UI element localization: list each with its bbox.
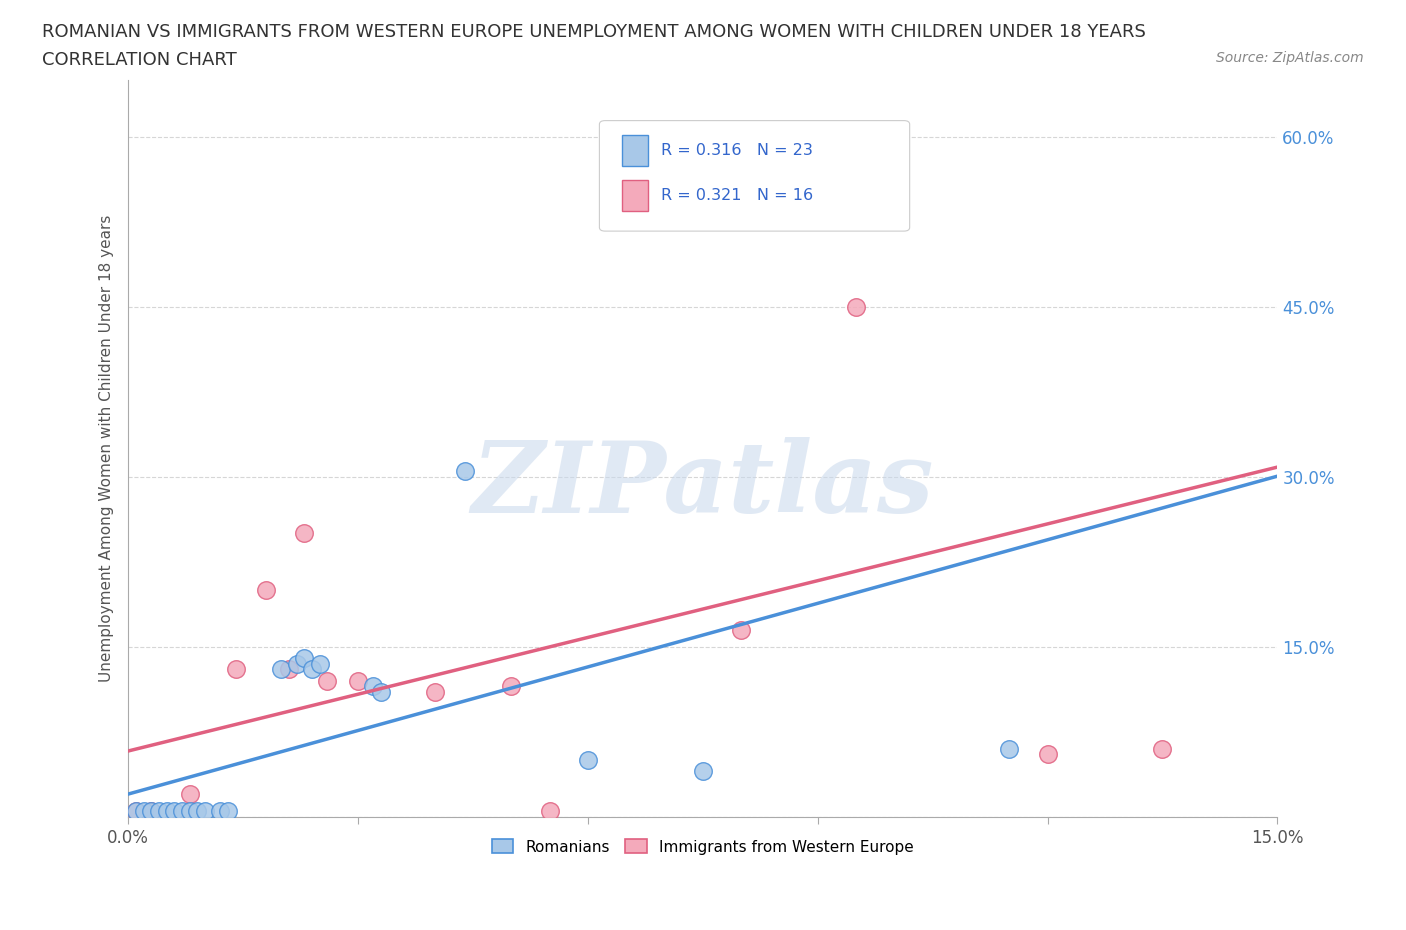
Text: ZIPatlas: ZIPatlas xyxy=(471,437,934,534)
Point xyxy=(132,804,155,818)
Point xyxy=(155,804,177,818)
Y-axis label: Unemployment Among Women with Children Under 18 years: Unemployment Among Women with Children U… xyxy=(100,215,114,682)
Point xyxy=(294,526,316,541)
Point xyxy=(538,804,561,818)
Text: R = 0.321   N = 16: R = 0.321 N = 16 xyxy=(661,188,814,204)
Point xyxy=(501,679,523,694)
Point xyxy=(301,662,323,677)
Point xyxy=(576,752,599,767)
Point xyxy=(294,651,316,666)
Point xyxy=(278,662,301,677)
FancyBboxPatch shape xyxy=(623,180,648,211)
Point xyxy=(730,622,752,637)
Point xyxy=(347,673,370,688)
Point xyxy=(270,662,292,677)
Point xyxy=(692,764,714,778)
Point xyxy=(316,673,339,688)
Point xyxy=(163,804,186,818)
Point xyxy=(179,804,201,818)
Point xyxy=(363,679,385,694)
Point xyxy=(209,804,232,818)
Text: ROMANIAN VS IMMIGRANTS FROM WESTERN EUROPE UNEMPLOYMENT AMONG WOMEN WITH CHILDRE: ROMANIAN VS IMMIGRANTS FROM WESTERN EURO… xyxy=(42,23,1146,41)
FancyBboxPatch shape xyxy=(623,136,648,166)
Point xyxy=(148,804,170,818)
Text: CORRELATION CHART: CORRELATION CHART xyxy=(42,51,238,69)
Point xyxy=(285,657,308,671)
Point xyxy=(194,804,217,818)
Legend: Romanians, Immigrants from Western Europe: Romanians, Immigrants from Western Europ… xyxy=(486,833,920,860)
Point xyxy=(217,804,239,818)
Point xyxy=(141,804,163,818)
Point xyxy=(423,684,446,699)
Point xyxy=(224,662,246,677)
Point xyxy=(454,464,477,479)
Point xyxy=(370,684,392,699)
Point xyxy=(845,299,868,314)
Point xyxy=(125,804,148,818)
Point xyxy=(125,804,148,818)
Point xyxy=(186,804,208,818)
Point xyxy=(254,582,277,597)
Point xyxy=(170,804,193,818)
FancyBboxPatch shape xyxy=(599,121,910,232)
Point xyxy=(141,804,163,818)
Point xyxy=(1152,741,1174,756)
Point xyxy=(998,741,1021,756)
Point xyxy=(308,657,330,671)
Text: Source: ZipAtlas.com: Source: ZipAtlas.com xyxy=(1216,51,1364,65)
Point xyxy=(1036,747,1059,762)
Text: R = 0.316   N = 23: R = 0.316 N = 23 xyxy=(661,143,813,158)
Point xyxy=(179,787,201,802)
